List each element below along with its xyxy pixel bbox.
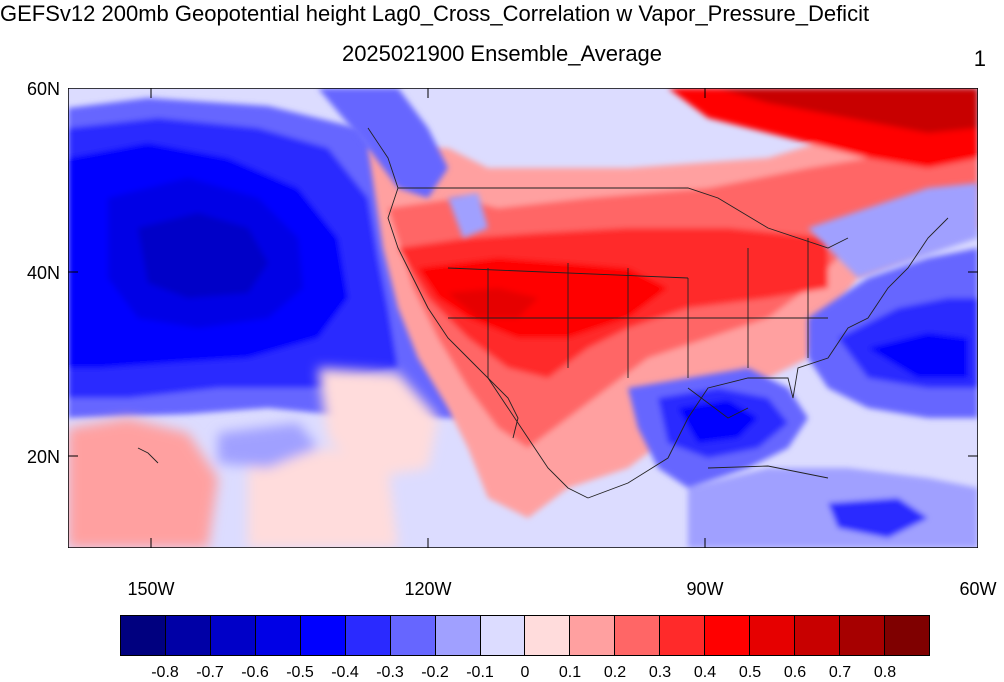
lon-label-60w: 60W xyxy=(959,579,997,599)
colorbar-swatch xyxy=(615,615,661,656)
colorbar-swatch xyxy=(705,615,751,656)
colorbar-swatch xyxy=(165,615,211,656)
colorbar-tick-label: -0.3 xyxy=(376,664,404,681)
colorbar-swatch xyxy=(120,615,166,656)
colorbar-swatch xyxy=(840,615,885,656)
colorbar-tick-label: 0.7 xyxy=(828,664,852,681)
lon-label-90w: 90W xyxy=(686,579,724,599)
tropical-pacific-field xyxy=(68,368,438,548)
colorbar-tick-label: 0.3 xyxy=(648,664,672,681)
gulf-atlantic-negative-field xyxy=(628,183,978,548)
colorbar-tick-label: 0.2 xyxy=(603,664,627,681)
lat-label-20n: 20N xyxy=(26,447,60,467)
colorbar-swatch xyxy=(660,615,706,656)
colorbar-swatch xyxy=(750,615,796,656)
lon-label-150w: 150W xyxy=(127,579,175,599)
map-ticks xyxy=(68,87,978,548)
colorbar-swatch xyxy=(255,615,301,656)
plot-subtitle: 2025021900 Ensemble_Average xyxy=(341,41,663,66)
colorbar-tick-label: 0.4 xyxy=(693,664,717,681)
colorbar-tick-label: -0.4 xyxy=(331,664,359,681)
colorbar-swatch xyxy=(884,615,930,656)
plot-title: GEFSv12 200mb Geopotential height Lag0_C… xyxy=(0,1,870,26)
colorbar-tick-label: -0.8 xyxy=(151,664,179,681)
lat-label-40n: 40N xyxy=(26,263,60,283)
colorbar-tick-label: -0.7 xyxy=(196,664,224,681)
colorbar-swatch xyxy=(480,615,526,656)
lon-label-120w: 120W xyxy=(404,579,452,599)
coastlines xyxy=(137,127,949,499)
lat-label-60n: 60N xyxy=(26,79,60,99)
colorbar-tick-label: 0.8 xyxy=(873,664,897,681)
colorbar-swatch xyxy=(300,615,346,656)
colorbar-tick-label: 0.1 xyxy=(558,664,582,681)
western-us-positive-field xyxy=(368,88,978,518)
map-svg xyxy=(67,87,979,549)
panel-number: 1 xyxy=(973,46,986,71)
colorbar-swatch xyxy=(525,615,571,656)
colorbar-tick-label: -0.6 xyxy=(241,664,269,681)
colorbar-tick-label: 0.6 xyxy=(783,664,807,681)
colorbar-tick-label: -0.5 xyxy=(286,664,314,681)
colorbar-tick-label: -0.1 xyxy=(466,664,494,681)
colorbar-swatch xyxy=(570,615,616,656)
colorbar-tick-label: 0 xyxy=(520,664,530,681)
pacific-nw-field xyxy=(318,88,488,238)
colorbar-tick-label: -0.2 xyxy=(421,664,449,681)
pacific-negative-field xyxy=(68,98,458,418)
colorbar-swatch xyxy=(210,615,256,656)
correlation-map xyxy=(67,87,979,549)
colorbar-tick-label: 0.5 xyxy=(738,664,762,681)
colorbar-swatch xyxy=(345,615,391,656)
colorbar-swatch xyxy=(435,615,481,656)
colorbar-swatch xyxy=(795,615,840,656)
colorbar xyxy=(120,615,930,656)
colorbar-swatch xyxy=(390,615,436,656)
